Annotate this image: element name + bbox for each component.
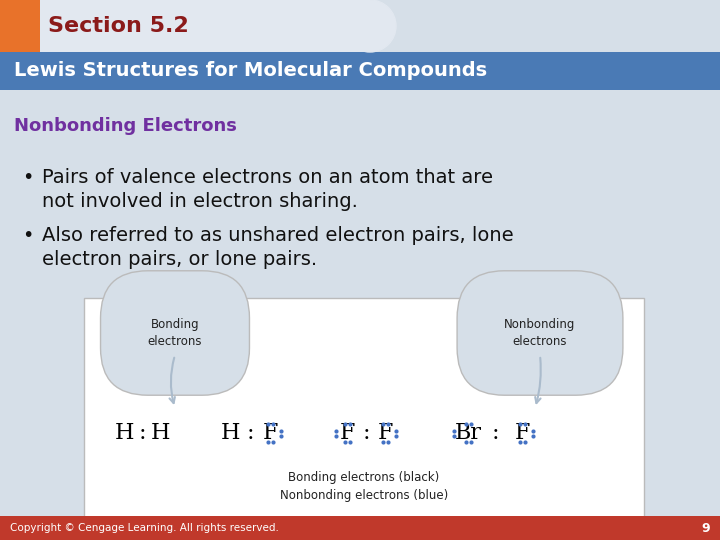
FancyBboxPatch shape	[0, 0, 40, 52]
Text: Copyright © Cengage Learning. All rights reserved.: Copyright © Cengage Learning. All rights…	[10, 523, 279, 533]
Text: F: F	[377, 422, 392, 444]
FancyBboxPatch shape	[0, 52, 720, 90]
Circle shape	[344, 0, 396, 52]
Text: •: •	[22, 168, 33, 187]
Text: :: :	[362, 422, 370, 444]
Text: Lewis Structures for Molecular Compounds: Lewis Structures for Molecular Compounds	[14, 62, 487, 80]
Text: Br: Br	[454, 422, 482, 444]
Text: H: H	[150, 422, 170, 444]
Text: Bonding electrons (black)
Nonbonding electrons (blue): Bonding electrons (black) Nonbonding ele…	[280, 470, 448, 502]
Text: F: F	[262, 422, 278, 444]
Text: :: :	[491, 422, 499, 444]
Text: F: F	[514, 422, 530, 444]
Text: electron pairs, or lone pairs.: electron pairs, or lone pairs.	[42, 250, 317, 269]
Text: Section 5.2: Section 5.2	[48, 16, 189, 36]
Text: Also referred to as unshared electron pairs, lone: Also referred to as unshared electron pa…	[42, 226, 513, 245]
Text: F: F	[339, 422, 355, 444]
Text: 9: 9	[701, 522, 710, 535]
Text: Nonbonding Electrons: Nonbonding Electrons	[14, 117, 237, 135]
Text: Nonbonding
electrons: Nonbonding electrons	[504, 318, 576, 348]
FancyBboxPatch shape	[0, 516, 720, 540]
Text: •: •	[22, 226, 33, 245]
Text: not involved in electron sharing.: not involved in electron sharing.	[42, 192, 358, 211]
Text: H: H	[114, 422, 134, 444]
Text: :: :	[246, 422, 253, 444]
FancyBboxPatch shape	[0, 0, 370, 52]
Text: H: H	[220, 422, 240, 444]
FancyBboxPatch shape	[84, 298, 644, 518]
Text: :: :	[138, 422, 145, 444]
Text: Pairs of valence electrons on an atom that are: Pairs of valence electrons on an atom th…	[42, 168, 493, 187]
Text: Bonding
electrons: Bonding electrons	[148, 318, 202, 348]
